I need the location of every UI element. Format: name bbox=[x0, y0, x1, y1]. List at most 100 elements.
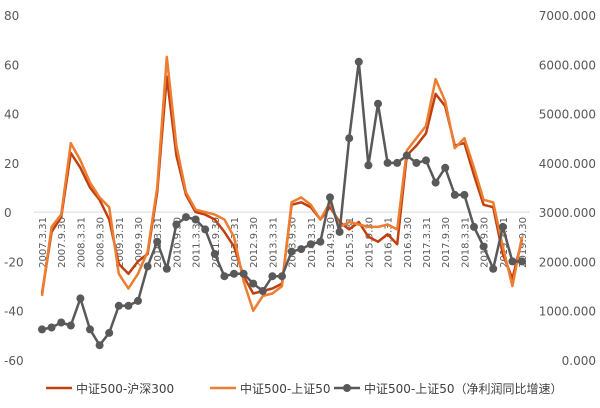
legend-marker bbox=[343, 384, 351, 392]
x-tick-label: 2007.3.31 bbox=[38, 217, 49, 268]
series-point bbox=[441, 163, 450, 172]
series-point bbox=[431, 178, 440, 187]
series-point bbox=[143, 262, 152, 271]
x-tick-label: 2018.3.31 bbox=[460, 217, 471, 268]
legend-label: 中证500-上证50 bbox=[240, 381, 331, 396]
series-point bbox=[182, 213, 190, 222]
series-layer bbox=[38, 55, 526, 350]
series-point bbox=[258, 287, 267, 295]
series-point bbox=[287, 247, 296, 256]
x-tick-label: 2019.9.30 bbox=[518, 217, 529, 268]
right-tick-label: 0.000 bbox=[562, 354, 596, 368]
series-point bbox=[86, 325, 94, 334]
series-point bbox=[470, 222, 478, 231]
left-tick-label: 20 bbox=[4, 157, 19, 171]
right-tick-label: 4000.000 bbox=[539, 157, 596, 171]
series-point bbox=[249, 279, 258, 288]
series-point bbox=[326, 193, 334, 202]
series-point bbox=[489, 264, 498, 273]
series-point bbox=[460, 190, 469, 199]
series-point bbox=[162, 264, 171, 273]
series-point bbox=[95, 341, 104, 350]
series-point bbox=[402, 151, 411, 160]
series-point bbox=[335, 227, 344, 236]
series-point bbox=[450, 190, 459, 199]
series-point bbox=[364, 161, 373, 170]
x-tick-label: 2007.9.30 bbox=[57, 217, 68, 268]
series-point bbox=[105, 328, 114, 337]
series-point bbox=[38, 325, 46, 334]
x-tick-label: 2009.9.30 bbox=[134, 217, 145, 268]
x-tick-label: 2017.3.31 bbox=[422, 217, 433, 268]
legend-label: 中证500-沪深300 bbox=[76, 381, 174, 396]
left-tick-label: -20 bbox=[4, 255, 24, 269]
series-point bbox=[153, 237, 162, 246]
right-tick-label: 6000.000 bbox=[539, 58, 596, 72]
series-point bbox=[66, 321, 75, 330]
series-point bbox=[393, 158, 402, 167]
x-tick-label: 2008.3.31 bbox=[76, 217, 87, 268]
series-point bbox=[191, 215, 200, 224]
left-tick-label: 80 bbox=[4, 9, 19, 23]
x-tick-label: 2011.3.31 bbox=[192, 217, 203, 268]
x-tick-label: 2013.9.30 bbox=[288, 217, 299, 268]
series-point bbox=[134, 296, 142, 305]
series-point bbox=[383, 158, 392, 167]
series-point bbox=[479, 242, 488, 251]
right-tick-label: 7000.000 bbox=[539, 9, 596, 23]
series-point bbox=[354, 57, 363, 66]
series-point bbox=[114, 301, 123, 310]
series-point bbox=[422, 156, 430, 165]
left-tick-label: 60 bbox=[4, 58, 19, 72]
x-tick-label: 2017.9.30 bbox=[441, 217, 452, 268]
x-tick-label: 2013.3.31 bbox=[268, 217, 279, 268]
legend-label: 中证500-上证50（净利润同比增速） bbox=[364, 381, 563, 396]
right-axis: 0.000 1000.000 2000.000 3000.000 4000.000 500… bbox=[539, 9, 596, 368]
series-point bbox=[172, 220, 181, 229]
x-tick-label: 2012.9.30 bbox=[249, 217, 260, 268]
left-tick-label: -60 bbox=[4, 354, 24, 368]
right-tick-label: 3000.000 bbox=[539, 206, 596, 220]
x-tick-label: 2009.3.31 bbox=[115, 217, 126, 268]
series-point bbox=[316, 237, 325, 246]
series-line-2 bbox=[41, 60, 522, 347]
right-tick-label: 1000.000 bbox=[539, 305, 596, 319]
x-tick-label: 2019.3.31 bbox=[499, 217, 510, 268]
series-point bbox=[374, 99, 382, 108]
left-tick-label: 0 bbox=[4, 206, 12, 220]
x-tick-label: 2018.9.30 bbox=[480, 217, 491, 268]
series-point bbox=[124, 301, 133, 310]
x-tick-label: 2016.9.30 bbox=[403, 217, 414, 268]
series-point bbox=[230, 269, 238, 278]
series-point bbox=[412, 158, 421, 167]
x-tick-label: 2008.9.30 bbox=[96, 217, 107, 268]
series-point bbox=[345, 134, 354, 143]
series-point bbox=[47, 323, 56, 332]
series-point bbox=[268, 272, 277, 281]
series-point bbox=[210, 250, 219, 258]
right-tick-label: 5000.000 bbox=[539, 108, 596, 122]
x-tick-label: 2010.9.30 bbox=[172, 217, 183, 268]
left-tick-label: 40 bbox=[4, 108, 19, 122]
left-tick-label: -40 bbox=[4, 305, 24, 319]
x-tick-label: 2015.9.30 bbox=[364, 217, 375, 268]
series-point bbox=[220, 272, 229, 281]
right-tick-label: 2000.000 bbox=[539, 255, 596, 269]
x-tick-label: 2016.3.31 bbox=[384, 217, 395, 268]
series-point bbox=[518, 257, 526, 266]
series-point bbox=[498, 222, 507, 231]
x-tick-label: 2015.3.31 bbox=[345, 217, 356, 268]
x-tick-label: 2011.9.30 bbox=[211, 217, 222, 268]
series-point bbox=[201, 225, 210, 234]
left-axis: -60 -40 -20 0 20 40 60 80 bbox=[4, 9, 24, 368]
series-point bbox=[508, 257, 517, 266]
series-point bbox=[239, 269, 248, 278]
series-line-1 bbox=[40, 55, 524, 312]
x-tick-label: 2014.9.30 bbox=[326, 217, 337, 268]
series-point bbox=[306, 240, 315, 249]
series-point bbox=[57, 318, 66, 327]
series-point bbox=[76, 294, 85, 303]
series-point bbox=[278, 272, 286, 281]
legend: 中证500-沪深300 中证500-上证50 中证500-上证50（净利润同比增速） bbox=[46, 381, 563, 396]
